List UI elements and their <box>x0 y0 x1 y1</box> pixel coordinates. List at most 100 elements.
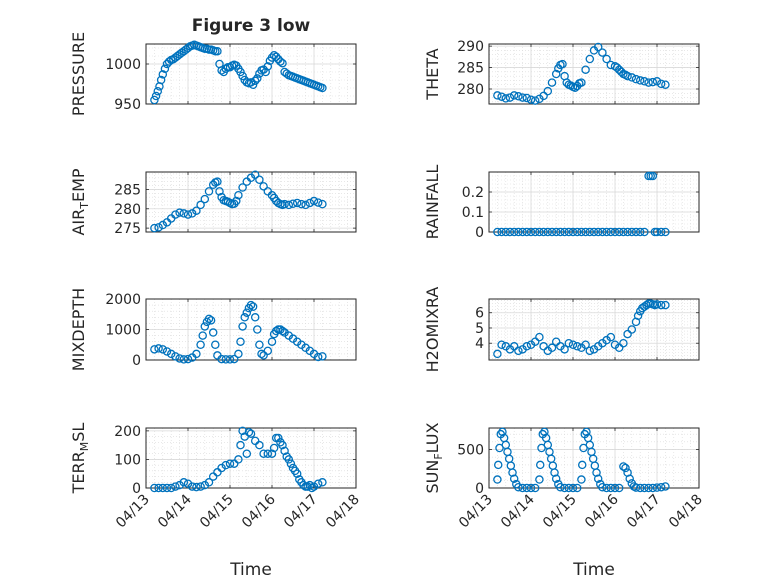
data-point <box>192 349 201 359</box>
data-point <box>540 427 549 437</box>
x-tick-label: 04/16 <box>239 491 279 531</box>
y-axis-label: SUNFLUX <box>423 422 445 493</box>
major-grid <box>489 172 699 233</box>
data-point <box>560 483 569 493</box>
data-point <box>318 352 327 361</box>
y-tick-label: 0.1 <box>462 205 484 221</box>
data-point <box>303 482 312 491</box>
subplot-8: 0 500 SUNFLUX 04/13 04/14 04/15 04/16 04/17 04/1… <box>423 422 706 531</box>
data-point <box>644 483 653 493</box>
x-tick-label: 04/17 <box>281 492 321 532</box>
data-point <box>593 474 603 484</box>
data-point <box>250 313 260 322</box>
data-point <box>568 227 578 237</box>
data-point <box>581 65 590 74</box>
data-point <box>179 478 189 487</box>
data-point <box>585 227 595 237</box>
data-point <box>602 227 611 237</box>
data-point <box>518 227 527 237</box>
data-point <box>278 440 287 450</box>
data-point <box>158 220 168 230</box>
data-point <box>623 329 632 339</box>
y-tick-label: 100 <box>114 452 141 468</box>
data-point <box>614 65 624 74</box>
data-point <box>318 199 327 209</box>
data-series <box>150 170 327 233</box>
data-point <box>518 93 527 102</box>
data-point <box>196 200 205 210</box>
data-point <box>592 468 601 477</box>
data-point <box>162 347 172 356</box>
data-point <box>585 440 595 450</box>
data-point <box>581 340 590 349</box>
subplot-1: 950 1000 PRESSURE <box>69 32 357 116</box>
data-point <box>250 76 260 86</box>
data-point <box>505 93 515 102</box>
data-point <box>635 227 645 237</box>
data-point <box>526 483 536 493</box>
x-tick-label: 04/14 <box>498 491 538 531</box>
data-point <box>238 426 247 436</box>
data-point <box>309 196 319 206</box>
data-point <box>267 337 277 346</box>
data-point <box>588 454 598 464</box>
data-point <box>598 48 607 57</box>
x-tick-label: 04/15 <box>197 492 237 532</box>
data-point <box>633 311 643 321</box>
data-point <box>225 355 235 364</box>
data-point <box>535 460 545 470</box>
data-point <box>635 76 645 85</box>
data-point <box>280 199 289 209</box>
data-point <box>610 227 620 237</box>
x-tick-label: 04/18 <box>666 492 706 532</box>
data-point <box>171 482 180 491</box>
data-point <box>493 460 503 470</box>
data-point <box>568 340 578 349</box>
data-point <box>535 227 544 237</box>
data-point <box>623 71 632 81</box>
data-point <box>211 340 220 349</box>
data-point <box>530 96 540 105</box>
data-point <box>602 483 611 493</box>
data-point <box>543 227 553 237</box>
data-point <box>656 227 666 237</box>
data-point <box>238 71 247 81</box>
data-point <box>242 449 252 458</box>
data-point <box>225 459 235 468</box>
y-tick-label: 2000 <box>105 292 141 308</box>
data-point <box>206 316 216 325</box>
data-point <box>505 227 515 237</box>
data-point <box>556 227 565 237</box>
data-point <box>550 468 559 477</box>
data-point <box>509 91 519 100</box>
data-point <box>166 349 176 359</box>
tick-marks <box>145 44 357 105</box>
data-point <box>200 322 210 331</box>
data-point <box>560 345 569 354</box>
data-series <box>493 42 670 105</box>
x-axis-label-right: Time <box>572 560 615 580</box>
major-grid <box>489 44 699 104</box>
data-point <box>234 349 243 359</box>
data-point <box>572 227 582 237</box>
minor-grid <box>489 44 699 104</box>
data-point <box>280 446 289 456</box>
data-point <box>619 338 628 348</box>
data-point <box>158 483 168 493</box>
major-grid <box>489 299 699 360</box>
data-point <box>656 79 666 89</box>
data-point <box>259 449 268 458</box>
data-point <box>627 73 637 82</box>
data-point <box>299 480 308 490</box>
data-point <box>318 478 327 487</box>
data-point <box>590 461 600 470</box>
data-point <box>627 325 637 334</box>
data-point <box>200 480 210 490</box>
data-point <box>493 349 502 359</box>
y-tick-label: 5 <box>475 321 484 337</box>
data-point <box>255 175 264 184</box>
x-tick-label: 04/13 <box>456 492 496 532</box>
data-point <box>246 429 256 438</box>
data-point <box>509 342 519 351</box>
minor-grid <box>489 171 699 233</box>
